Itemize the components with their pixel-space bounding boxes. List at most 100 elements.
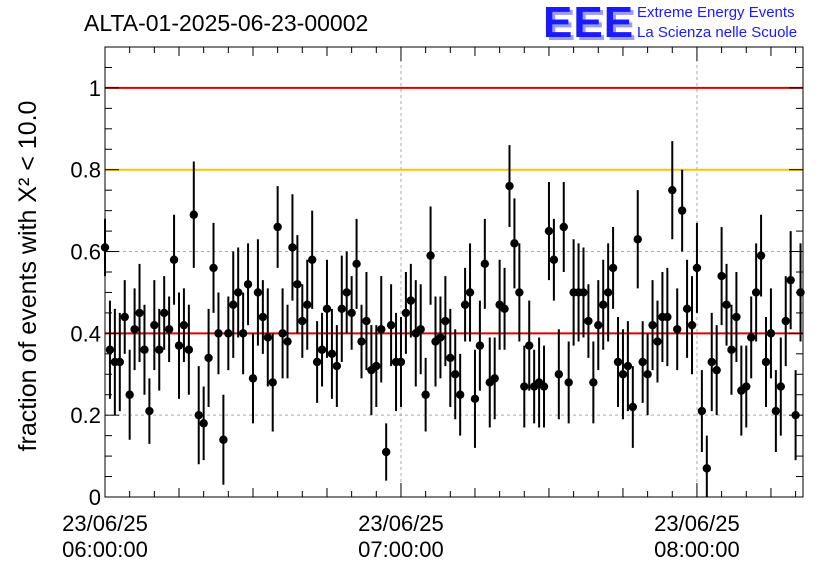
x-tick-label-date: 23/06/25 (358, 511, 444, 536)
logo-line-1: Extreme Energy Events (637, 4, 795, 21)
data-point (406, 296, 416, 305)
data-point (515, 288, 524, 297)
data-point (199, 419, 208, 428)
data-point (401, 308, 411, 318)
data-point (233, 288, 243, 297)
y-tick-label: 0.2 (70, 403, 101, 428)
data-point (421, 390, 430, 399)
data-point (258, 312, 268, 322)
data-point (539, 382, 549, 391)
data-point (446, 353, 455, 363)
data-point (332, 361, 342, 371)
data-point (771, 406, 781, 416)
data-point (638, 357, 647, 367)
data-point (145, 406, 154, 416)
data-point (653, 337, 662, 346)
data-point (677, 206, 687, 215)
x-tick-label-time: 08:00:00 (654, 537, 740, 562)
eee-logo-shadow: EEE (546, 1, 638, 50)
data-point (105, 345, 115, 354)
data-point (455, 390, 465, 399)
data-point (549, 255, 559, 264)
data-point (717, 271, 726, 281)
data-point (505, 181, 514, 191)
data-point (322, 304, 332, 314)
data-point (732, 312, 741, 322)
data-point (263, 333, 272, 342)
data-point (174, 341, 184, 350)
data-point (204, 353, 213, 363)
data-point (248, 374, 258, 383)
data-point (520, 382, 529, 391)
data-point (426, 251, 435, 260)
data-point (189, 210, 198, 219)
y-tick-label: 0.6 (70, 240, 101, 265)
data-point (194, 410, 203, 420)
data-point (273, 222, 282, 232)
eee-logo: EEE EEE Extreme Energy Events La Scienza… (543, 0, 833, 50)
reference-lines (105, 86, 803, 335)
data-point (377, 325, 386, 334)
data-point (253, 288, 263, 297)
chart-title: ALTA-01-2025-06-23-00002 (84, 10, 369, 36)
data-point (460, 300, 470, 309)
data-point (712, 365, 721, 375)
data-point (475, 341, 485, 350)
plot-frame (104, 46, 804, 498)
x-tick-label-date: 23/06/25 (654, 511, 740, 536)
data-point (298, 316, 307, 326)
data-point (465, 288, 475, 297)
data-point (238, 329, 248, 338)
data-point (342, 288, 351, 297)
data-point (169, 255, 179, 264)
data-point (441, 316, 450, 326)
data-point (490, 374, 499, 383)
y-tick-label: 0 (89, 485, 101, 510)
data-point (781, 316, 790, 326)
data-point (633, 235, 642, 244)
data-point (155, 345, 164, 354)
data-point (727, 345, 736, 354)
x-tick-label-date: 23/06/25 (62, 511, 148, 536)
data-point (564, 378, 573, 387)
data-point (381, 447, 391, 457)
data-point (130, 325, 139, 334)
data-point (510, 239, 519, 248)
data-point (751, 288, 761, 297)
y-axis: 0 0.2 0.4 0.6 0.8 1 (70, 46, 803, 510)
data-point (229, 300, 238, 309)
data-point (396, 357, 406, 367)
data-point (643, 370, 652, 379)
data-point (697, 406, 707, 416)
data-point (115, 357, 124, 367)
data-point (184, 345, 194, 354)
x-axis: 23/06/2506:00:0023/06/2507:00:0023/06/25… (62, 47, 797, 562)
logo-line-2: La Scienza nelle Scuole (637, 24, 798, 41)
data-point (594, 320, 603, 330)
data-point (125, 390, 134, 399)
data-point (559, 222, 568, 232)
data-point (618, 370, 628, 379)
data-point (603, 288, 613, 297)
data-point (786, 275, 795, 285)
data-point (525, 341, 534, 350)
data-point (386, 320, 396, 330)
data-point (682, 304, 692, 314)
data-point (362, 316, 371, 326)
data-point (327, 349, 337, 359)
data-point (337, 304, 346, 314)
data-point (209, 263, 218, 273)
data-point (756, 251, 766, 260)
data-point (288, 243, 297, 252)
y-axis-label: fraction of events with X² < 10.0 (14, 101, 42, 452)
data-point (150, 320, 159, 330)
data-point (352, 259, 361, 269)
data-point (673, 325, 682, 334)
data-point (742, 382, 751, 391)
data-point (500, 304, 509, 314)
data-point (579, 288, 588, 297)
data-point (623, 361, 633, 371)
data-point (707, 357, 716, 367)
data-point (120, 312, 129, 322)
